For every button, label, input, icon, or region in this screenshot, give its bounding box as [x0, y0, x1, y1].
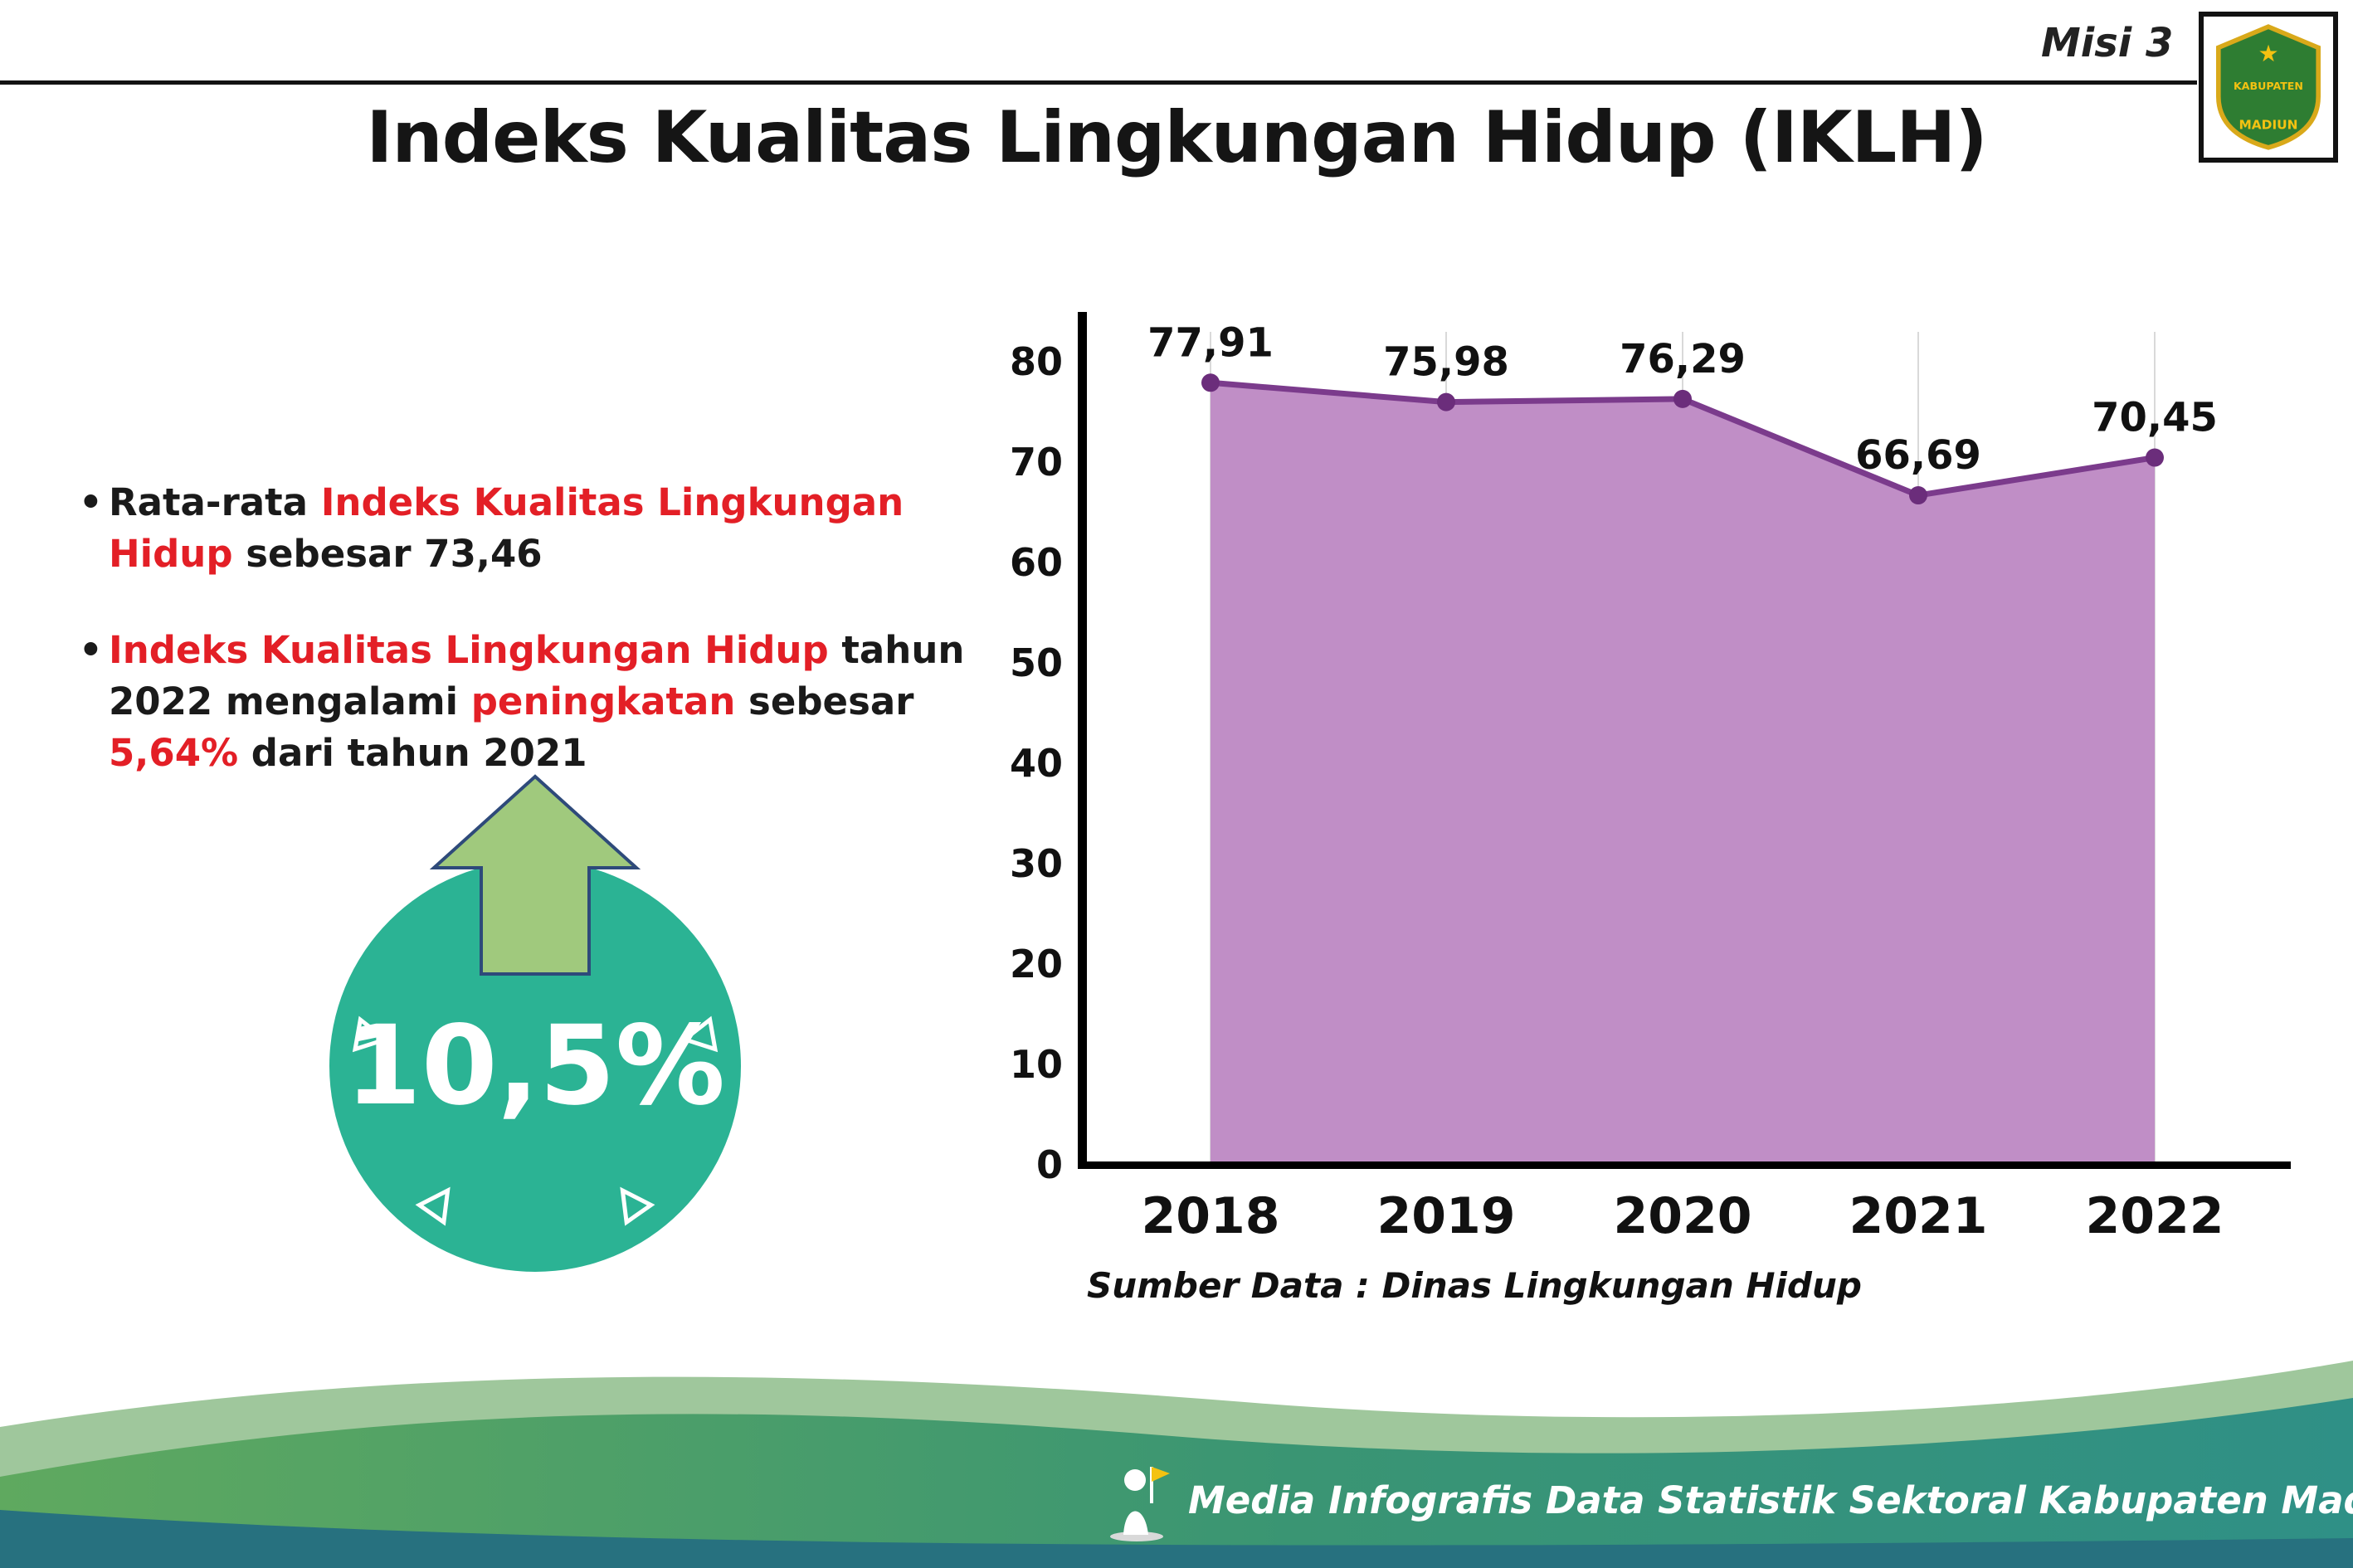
tick-triangle	[352, 1015, 390, 1053]
y-tick-label: 30	[1010, 841, 1063, 886]
value-label: 75,98	[1383, 339, 1509, 386]
crest-icon: ★ KABUPATEN MADIUN	[2216, 24, 2321, 150]
bullet-text-segment: tahun 2022 mengalami	[109, 628, 965, 724]
crest-text-bottom: MADIUN	[2239, 117, 2297, 132]
x-axis	[1078, 1161, 2291, 1169]
y-tick-label: 10	[1010, 1042, 1063, 1087]
x-tick-label: 2020	[1614, 1187, 1752, 1245]
tick-triangle	[415, 1186, 451, 1226]
badge-circle	[329, 860, 741, 1272]
footer-text: Media Infografis Data Statistik Sektoral…	[1188, 1478, 2353, 1522]
flag	[1152, 1467, 1170, 1482]
bullet-item: Rata-rata Indeks Kualitas Lingkungan Hid…	[79, 477, 983, 580]
misi-label: Misi 3	[2041, 20, 2174, 66]
kabupaten-madiun-logo: ★ KABUPATEN MADIUN	[2199, 12, 2338, 163]
bullet-item: Indeks Kualitas Lingkungan Hidup tahun 2…	[79, 625, 983, 779]
iklh-area-chart: 0 10 20 30 40 50 60 70 80 77,91 75,98 76,29 66,69 70,…	[1010, 312, 2291, 1245]
x-tick-label: 2019	[1377, 1187, 1516, 1245]
data-point	[1909, 486, 1927, 505]
y-tick-label: 60	[1010, 540, 1063, 585]
x-tick-label: 2022	[2086, 1187, 2224, 1245]
crest-shield	[2216, 24, 2321, 150]
crest-text-top: KABUPATEN	[2234, 80, 2303, 92]
data-point	[1201, 373, 1220, 392]
bullet-text-segment: dari tahun 2021	[238, 731, 587, 776]
value-label: 77,91	[1147, 319, 1274, 366]
bullet-list: Rata-rata Indeks Kualitas Lingkungan Hid…	[79, 477, 983, 824]
tick-triangle	[680, 1015, 719, 1053]
up-arrow-icon	[429, 774, 641, 976]
bullet-text-segment: Rata-rata	[109, 480, 321, 524]
footer: Media Infografis Data Statistik Sektoral…	[1103, 1457, 2353, 1543]
tick-triangle	[620, 1186, 655, 1226]
bullet-text-segment: peningkatan	[470, 679, 736, 724]
bullet-text-segment: sebesar 73,46	[232, 532, 543, 577]
y-tick-label: 0	[1036, 1142, 1063, 1187]
x-tick-label: 2021	[1849, 1187, 1988, 1245]
data-point	[1437, 392, 1455, 411]
value-label: 76,29	[1620, 336, 1746, 382]
bullet-text-segment: Indeks Kualitas Lingkungan Hidup	[109, 628, 829, 673]
bullet-text-segment: sebesar	[735, 679, 914, 724]
bullet-text-segment: Indeks Kualitas Lingkungan Hidup	[109, 480, 904, 577]
bullet-text-segment: 5,64%	[109, 731, 239, 776]
y-tick-label: 20	[1010, 942, 1063, 986]
chart-area: 0 10 20 30 40 50 60 70 80 77,91 75,98 76,29 66,69 70,…	[979, 282, 2323, 1336]
increase-badge: 10,5%	[329, 774, 741, 1272]
area-fill	[1211, 382, 2155, 1165]
y-tick-label: 70	[1010, 440, 1063, 485]
data-point	[1673, 389, 1692, 408]
chart-source: Sumber Data : Dinas Lingkungan Hidup	[1087, 1265, 1862, 1306]
mascot-body	[1123, 1511, 1148, 1535]
value-label: 70,45	[2092, 395, 2218, 441]
y-tick-label: 50	[1010, 640, 1063, 685]
y-axis	[1078, 312, 1087, 1169]
y-tick-label: 40	[1010, 741, 1063, 786]
y-tick-label: 80	[1010, 339, 1063, 384]
x-tick-label: 2018	[1142, 1187, 1280, 1245]
mascot-icon	[1110, 1467, 1170, 1541]
badge-value: 10,5%	[345, 1002, 725, 1130]
mascot-head	[1124, 1469, 1146, 1491]
footer-waves	[0, 1361, 2353, 1568]
wave-main	[0, 1398, 2353, 1568]
badge-tick-triangles	[352, 1015, 719, 1226]
data-point	[2146, 448, 2164, 467]
value-label: 66,69	[1855, 432, 1981, 479]
mascot-shadow	[1110, 1531, 1163, 1541]
page-title: Indeks Kualitas Lingkungan Hidup (IKLH)	[366, 96, 1987, 179]
header-divider	[0, 80, 2197, 85]
crest-star-icon: ★	[2258, 40, 2278, 67]
wave-bottom	[0, 1510, 2353, 1568]
